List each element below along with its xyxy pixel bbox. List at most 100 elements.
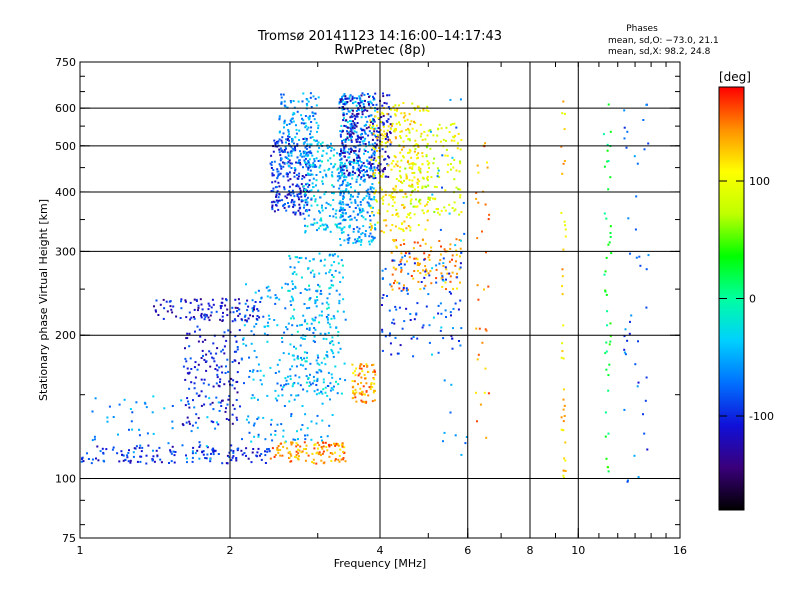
data-point [419,170,422,173]
data-point [256,308,259,311]
data-point [259,379,262,382]
data-point [347,174,350,177]
data-point [460,453,463,456]
data-point [370,167,373,170]
data-point [381,188,383,191]
data-point [310,322,313,325]
data-point [384,219,387,222]
data-point [318,321,321,324]
data-point [337,255,340,258]
data-point [416,302,419,305]
data-point [335,289,338,292]
data-point [162,317,165,320]
data-point [340,169,342,172]
data-point [193,308,196,311]
data-point [340,158,343,161]
data-point [196,325,199,328]
data-point [355,153,358,156]
data-point [250,440,253,443]
data-point [332,315,335,318]
data-point [421,155,424,158]
data-point [310,420,313,423]
data-point [393,130,396,133]
data-point [234,306,237,309]
data-point [343,446,346,449]
data-point [605,293,608,296]
data-point [384,175,387,178]
data-point [317,127,320,130]
data-point [294,211,297,214]
data-point [278,117,281,120]
data-point [393,109,396,111]
data-point [196,449,199,452]
data-point [359,177,362,180]
data-point [373,196,376,198]
data-point [329,157,332,160]
data-point [328,287,331,290]
data-point [409,226,412,229]
data-point [269,162,272,165]
data-point [268,450,271,453]
data-point [169,449,172,452]
data-point [201,451,204,454]
data-point [307,116,310,119]
data-point [91,410,94,413]
data-point [369,385,372,388]
data-point [126,456,129,459]
data-point [381,296,384,299]
data-point [450,334,453,337]
data-point [367,126,370,129]
data-point [290,317,293,320]
data-point [350,129,353,132]
data-point [288,450,291,453]
data-point [440,245,442,248]
data-point [304,126,307,129]
data-point [315,139,318,142]
data-point [414,163,417,166]
data-point [395,308,398,311]
data-point [413,150,416,153]
data-point [316,221,319,224]
data-point [276,177,279,180]
data-point [428,324,431,327]
data-point [205,353,208,356]
data-point [299,189,302,192]
data-point [169,300,172,303]
data-point [341,445,344,448]
data-point [402,156,405,159]
data-point [365,123,368,126]
data-point [450,314,452,317]
data-point [276,399,279,402]
data-point [393,189,396,192]
data-point [292,142,295,145]
data-point [563,457,566,460]
data-point [338,153,341,155]
data-point [187,403,190,405]
data-point [414,108,416,111]
data-point [309,169,312,172]
data-point [421,238,424,241]
data-point [459,255,461,258]
data-point [235,350,238,353]
data-point [303,151,306,154]
data-point [285,147,287,150]
data-point [338,302,341,305]
data-point [211,401,214,404]
data-point [311,461,314,463]
data-point [269,457,272,460]
data-point [320,390,323,393]
data-point [360,138,362,141]
data-point [359,243,362,246]
data-point [205,369,208,372]
data-point [484,367,487,370]
data-point [259,369,262,372]
data-point [318,368,321,371]
data-point [452,166,455,169]
data-point [276,190,279,193]
data-point [411,185,414,188]
data-point [392,266,395,269]
data-point [286,151,289,154]
data-point [349,174,352,177]
data-point [171,445,174,448]
data-point [155,310,157,313]
